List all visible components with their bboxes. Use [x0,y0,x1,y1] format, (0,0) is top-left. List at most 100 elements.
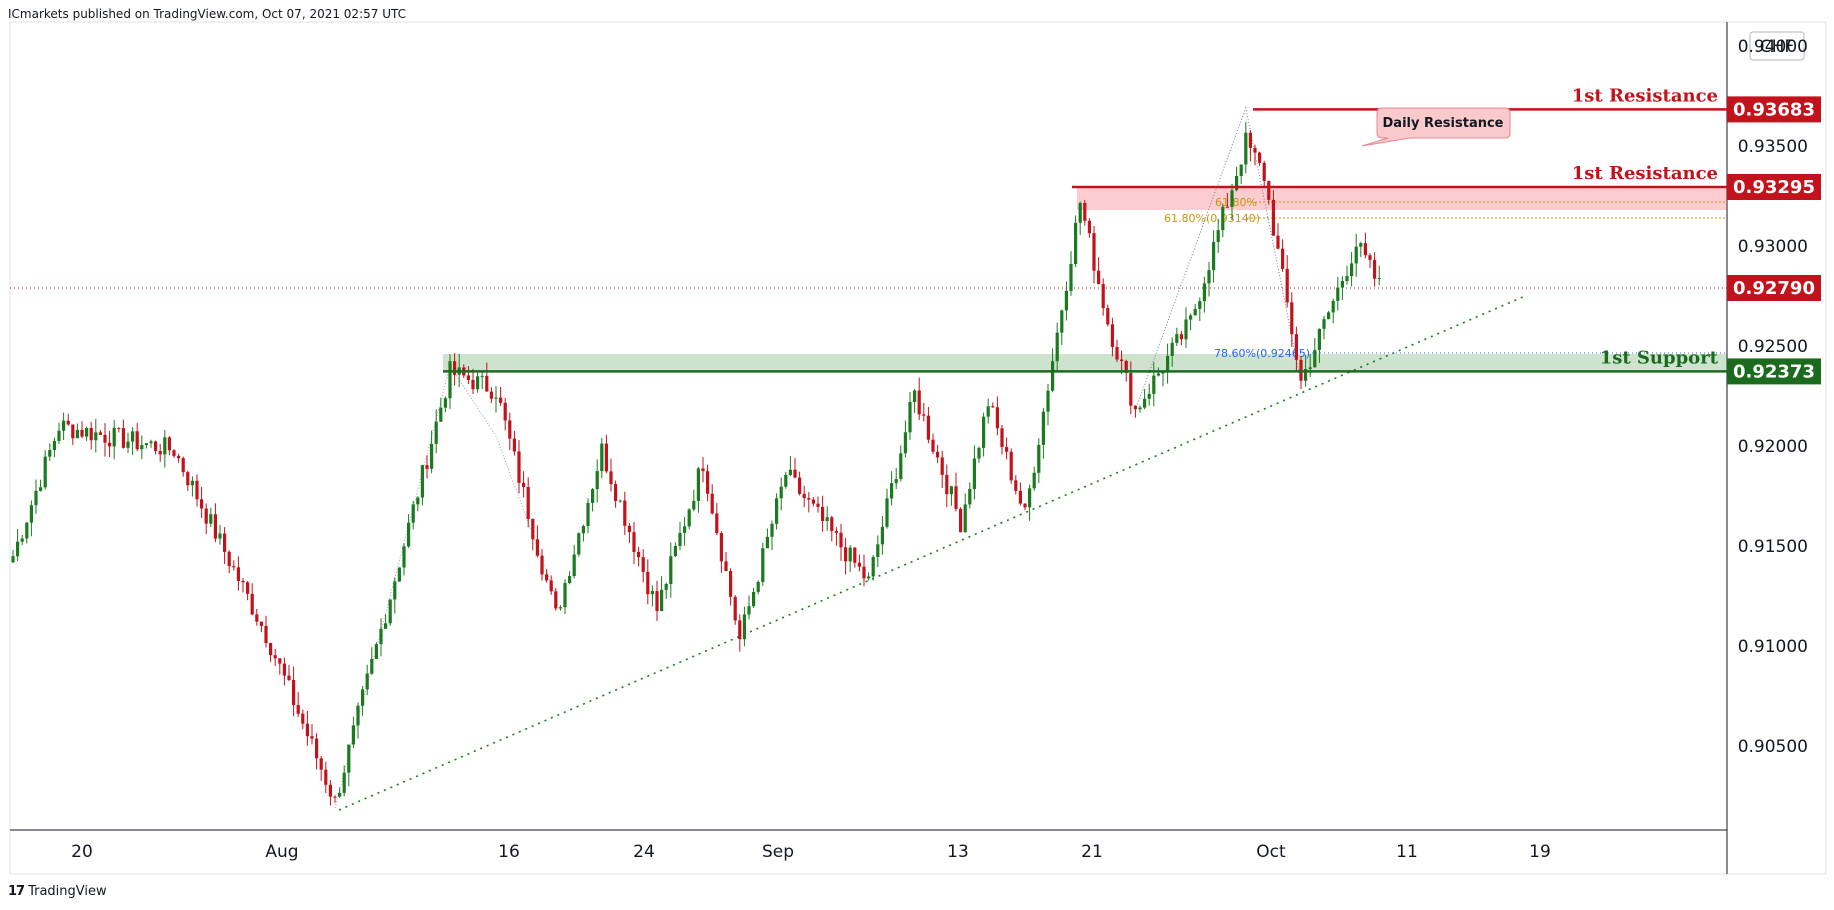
candle-body [379,628,383,645]
candle-body [522,482,526,488]
price-badge [1727,174,1821,200]
candle-body [549,580,553,592]
candle-body [926,415,930,440]
candle-body [793,469,797,478]
candle-body [489,391,493,399]
candle-body [370,658,374,674]
candle-body [476,376,480,390]
candle-body [715,513,719,534]
candle-body [319,758,323,770]
candle-body [200,499,204,509]
candle-body [936,451,940,458]
fib-label: 78.60%(0.92465) [1214,347,1310,360]
candle-body [16,541,20,557]
candle-body [885,498,889,527]
candle-body [338,792,342,797]
candle-body [940,457,944,475]
candle-body [1000,428,1004,448]
candle-body [1032,472,1036,489]
candle-body [945,474,949,495]
current-price-badge [1727,275,1821,301]
candle-body [89,427,93,441]
candle-body [140,445,144,450]
candle-body [158,450,162,455]
x-tick-label: Oct [1256,842,1286,862]
candle-body [1373,259,1377,279]
candle-body [356,705,360,726]
candle-body [558,607,562,609]
candle-body [167,437,171,451]
current-price-label: 0.92790 [1733,278,1815,299]
candle-body [954,486,958,509]
candle-body [223,533,227,552]
chart-frame [9,21,1827,875]
candles [11,121,1381,806]
candle-body [209,514,213,524]
candle-body [1037,444,1041,473]
footer-brand: TradingView [28,884,107,899]
price-badge-label: 0.92373 [1733,361,1815,382]
levels: 1st Resistance 0.93683 1st Resistance 0.932… [443,85,1821,385]
price-badge-label: 0.93295 [1733,177,1815,198]
candle-body [466,375,470,380]
candle-body [269,643,273,656]
candle-body [1276,235,1280,249]
candle-body [1230,190,1234,207]
candle-body [857,562,861,567]
candle-body [591,489,595,503]
candle-body [729,571,733,597]
candle-body [1244,132,1248,165]
candle-body [1110,324,1114,347]
candle-body [305,723,309,737]
y-tick-label: 0.92500 [1738,337,1808,357]
candle-body [1304,369,1308,381]
candle-body [917,390,921,415]
candle-body [181,458,185,473]
level-label: 1st Resistance [1572,85,1718,106]
candle-body [683,526,687,533]
candle-body [1317,328,1321,350]
candle-body [144,443,148,446]
candle-body [830,517,834,532]
x-tick-label: Sep [762,842,794,862]
candle-body [388,599,392,624]
level-zones [10,187,1727,372]
candle-body [632,532,636,552]
x-tick-label: 16 [498,842,520,862]
candle-body [1225,206,1229,208]
y-tick-label: 0.90500 [1738,737,1808,757]
candle-body [94,432,98,441]
candle-body [1350,263,1354,277]
candle-body [747,606,751,615]
candle-body [687,509,691,527]
candle-body [250,593,254,615]
candle-body [195,480,199,500]
candle-body [545,574,549,581]
candle-body [443,398,447,408]
candle-body [287,675,291,680]
candle-body [1087,220,1091,234]
candle-body [1359,243,1363,247]
candle-body [1285,268,1289,303]
candle-body [752,591,756,607]
candle-body [1175,334,1179,343]
candle-body [324,769,328,785]
candle-body [48,450,52,457]
candle-body [1198,301,1202,309]
candle-body [255,614,259,622]
x-tick-label: 19 [1529,842,1551,862]
candle-body [1069,264,1073,291]
candle-body [126,441,130,448]
candle-body [1184,319,1188,340]
y-tick-label: 0.92000 [1738,437,1808,457]
ascending-trendline [338,295,1526,811]
candle-body [738,620,742,640]
price-badge-label: 0.93683 [1733,99,1815,120]
footer: 𝟭𝟳 TradingView [8,884,107,899]
candle-body [1018,490,1022,504]
candle-body [499,397,503,403]
trendlines: 61.80%(0.93140) 61.80% 78.60%(0.92465) [334,106,1727,811]
candle-body [1138,407,1142,410]
candle-body [963,504,967,533]
